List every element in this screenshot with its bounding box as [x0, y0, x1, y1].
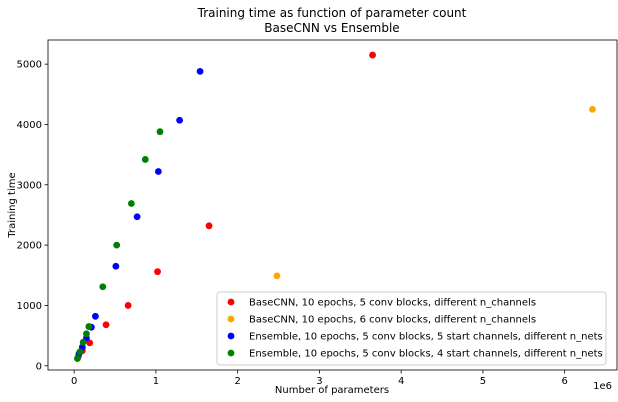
y-axis-ticks: 0 1000 2000 3000 4000 5000	[17, 60, 48, 372]
data-point-series-2	[273, 272, 281, 280]
x-axis-offset-text: 1e6	[593, 381, 612, 392]
data-point-series-2	[589, 105, 596, 113]
legend-box	[216, 291, 607, 366]
legend: BaseCNN, 10 epochs, 5 conv blocks, diffe…	[216, 291, 607, 366]
x-tick-label: 6	[561, 376, 567, 387]
legend-label: BaseCNN, 10 epochs, 6 conv blocks, diffe…	[249, 315, 536, 326]
data-points	[74, 51, 596, 362]
legend-label: BaseCNN, 10 epochs, 5 conv blocks, diffe…	[249, 298, 536, 309]
x-tick-label: 3	[316, 376, 322, 387]
chart-title: Training time as function of parameter c…	[197, 6, 467, 20]
y-tick-label: 0	[36, 361, 42, 372]
x-tick-label: 2	[234, 376, 240, 387]
data-point-series-3	[133, 213, 141, 221]
data-point-series-4	[99, 283, 107, 291]
y-tick-label: 1000	[17, 301, 42, 312]
data-point-series-1	[102, 321, 110, 329]
legend-label: Ensemble, 10 epochs, 5 conv blocks, 5 st…	[249, 332, 603, 343]
legend-marker	[227, 298, 235, 306]
data-point-series-4	[156, 128, 164, 136]
data-point-series-1	[124, 302, 132, 309]
x-tick-label: 0	[71, 376, 77, 387]
data-point-series-3	[196, 67, 204, 75]
legend-items: BaseCNN, 10 epochs, 5 conv blocks, diffe…	[227, 298, 603, 360]
data-point-series-1	[86, 339, 94, 347]
data-point-series-3	[176, 116, 184, 124]
data-point-series-4	[113, 241, 121, 249]
data-point-series-4	[83, 330, 90, 338]
chart-subtitle: BaseCNN vs Ensemble	[264, 21, 399, 35]
data-point-series-4	[74, 355, 81, 362]
y-tick-label: 5000	[17, 60, 42, 71]
y-tick-label: 2000	[17, 241, 42, 252]
y-tick-label: 4000	[17, 120, 42, 131]
y-axis-label: Training time	[7, 172, 18, 238]
x-tick-label: 5	[480, 376, 486, 387]
data-point-series-3	[112, 262, 120, 270]
data-point-series-4	[79, 338, 87, 346]
x-axis-ticks: 0 1 2 3 4 5 6	[71, 370, 568, 387]
data-point-series-4	[76, 348, 84, 356]
x-tick-label: 1	[153, 376, 159, 387]
legend-label: Ensemble, 10 epochs, 5 conv blocks, 4 st…	[249, 349, 603, 360]
data-point-series-1	[205, 222, 213, 230]
legend-marker	[227, 315, 235, 323]
data-point-series-1	[154, 268, 161, 276]
x-tick-label: 4	[398, 376, 404, 387]
data-point-series-4	[141, 156, 149, 163]
x-axis-label: Number of parameters	[275, 385, 389, 396]
data-point-series-3	[154, 168, 162, 175]
y-tick-label: 3000	[17, 180, 42, 191]
data-point-series-3	[92, 312, 99, 320]
data-point-series-1	[369, 51, 376, 59]
data-point-series-4	[85, 323, 93, 330]
legend-marker	[227, 349, 235, 357]
data-point-series-4	[127, 200, 135, 207]
legend-marker	[227, 332, 235, 340]
